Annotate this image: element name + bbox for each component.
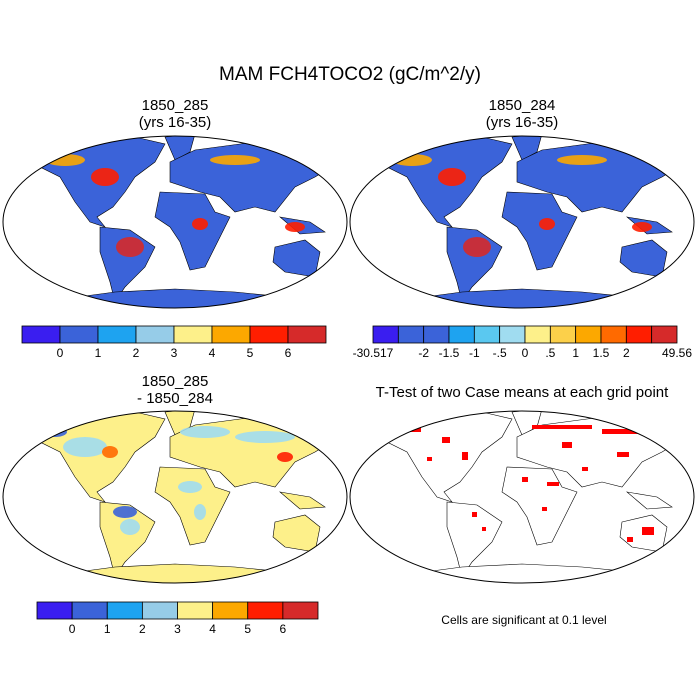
colorbar-label: 2 — [139, 622, 146, 636]
panel-title: T-Test of two Case means at each grid po… — [376, 384, 669, 401]
colorbar-box — [423, 325, 450, 344]
colorbar-box — [473, 325, 501, 344]
colorbar-box — [106, 601, 143, 620]
colorbar-label: -1.5 — [439, 346, 460, 360]
colorbar-label: 1 — [104, 622, 111, 636]
colorbar-label: -1 — [469, 346, 480, 360]
colorbar-box — [499, 325, 526, 344]
colorbar-label: 6 — [285, 346, 292, 360]
colorbar-label: 0 — [522, 346, 529, 360]
colorbar-label: 0 — [57, 346, 64, 360]
colorbar-label: 3 — [171, 346, 178, 360]
colorbar-box — [177, 601, 214, 620]
colorbar-box — [448, 325, 475, 344]
panel-title: 1850_285 — [142, 97, 209, 114]
figure-title: MAM FCH4TOCO2 (gC/m^2/y) — [219, 64, 481, 85]
colorbar-label: -30.517 — [353, 346, 394, 360]
colorbar-label: 0 — [69, 622, 76, 636]
colorbar-box — [21, 325, 61, 344]
panel-subtitle: (yrs 16-35) — [139, 114, 212, 131]
colorbar-box — [372, 325, 399, 344]
colorbar-box — [287, 325, 327, 344]
colorbar-label: .5 — [545, 346, 555, 360]
colorbar-label: 1.5 — [593, 346, 610, 360]
colorbar-box — [524, 325, 551, 344]
colorbar-label: 4 — [209, 622, 216, 636]
colorbar-label: -.5 — [493, 346, 507, 360]
colorbar-box — [211, 325, 251, 344]
colorbar-box — [282, 601, 319, 620]
map — [349, 410, 695, 584]
panel-title: 1850_284 — [489, 97, 556, 114]
colorbar-label: 2 — [623, 346, 630, 360]
map — [2, 410, 348, 584]
colorbar-label: 1 — [572, 346, 579, 360]
colorbar-box — [97, 325, 137, 344]
colorbar-box — [59, 325, 99, 344]
colorbar-label: 5 — [244, 622, 251, 636]
colorbar-box — [173, 325, 213, 344]
colorbar-box — [249, 325, 289, 344]
colorbar-box — [549, 325, 577, 344]
colorbar-label: 49.56 — [662, 346, 692, 360]
colorbar-box — [71, 601, 108, 620]
colorbar-label: 4 — [209, 346, 216, 360]
colorbar-box — [651, 325, 678, 344]
colorbar-label: 6 — [280, 622, 287, 636]
note: Cells are significant at 0.1 level — [441, 613, 606, 627]
colorbar-box — [575, 325, 602, 344]
colorbar-label: 5 — [247, 346, 254, 360]
colorbar-label: -2 — [418, 346, 429, 360]
colorbar-box — [247, 601, 284, 620]
colorbar-box — [625, 325, 653, 344]
colorbar-box — [212, 601, 249, 620]
panel-subtitle: - 1850_284 — [137, 390, 213, 407]
map — [349, 135, 695, 309]
colorbar-box — [135, 325, 175, 344]
colorbar-label: 2 — [133, 346, 140, 360]
colorbar-box — [600, 325, 627, 344]
colorbar-box — [141, 601, 178, 620]
map — [2, 135, 348, 309]
colorbar-box — [36, 601, 73, 620]
panel-subtitle: (yrs 16-35) — [486, 114, 559, 131]
colorbar-label: 3 — [174, 622, 181, 636]
panel-title: 1850_285 — [142, 373, 209, 390]
colorbar-box — [397, 325, 425, 344]
colorbar-label: 1 — [95, 346, 102, 360]
